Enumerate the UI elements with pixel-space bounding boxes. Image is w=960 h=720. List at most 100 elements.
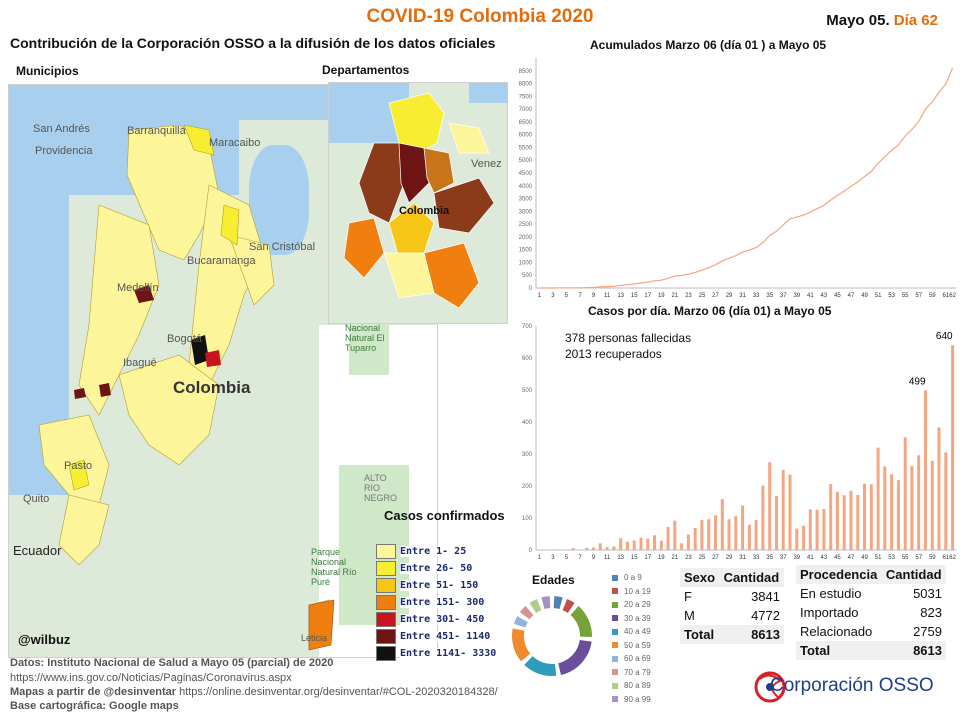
age-swatch xyxy=(612,588,618,595)
x-tick-label: 19 xyxy=(658,555,665,561)
bar xyxy=(917,455,921,550)
bar xyxy=(666,527,670,550)
bar xyxy=(876,447,880,550)
x-tick-label: 57 xyxy=(915,293,922,299)
bar xyxy=(896,480,900,550)
x-tick-label: 31 xyxy=(739,555,746,561)
bar xyxy=(822,509,826,550)
legend-swatch xyxy=(376,594,396,610)
legend-item: Entre 451- 1140 xyxy=(376,628,496,644)
x-tick-label: 23 xyxy=(685,293,692,299)
y-tick-label: 6500 xyxy=(519,120,533,126)
y-tick-label: 2000 xyxy=(519,235,533,241)
procedencia-header: Procedencia xyxy=(800,567,878,582)
x-tick-label: 19 xyxy=(658,293,665,299)
age-label: 50 a 59 xyxy=(624,640,651,650)
x-tick-label: 25 xyxy=(699,293,706,299)
table-row: M 4772 xyxy=(680,606,784,625)
x-tick-label: 13 xyxy=(617,555,624,561)
bar xyxy=(714,515,717,550)
bar xyxy=(612,546,616,550)
x-tick-label: 13 xyxy=(617,293,624,299)
y-tick-label: 5500 xyxy=(519,145,533,151)
legend-swatch xyxy=(376,560,396,576)
bar-label-499: 499 xyxy=(909,376,926,387)
bar xyxy=(883,466,887,550)
x-tick-label: 55 xyxy=(902,555,909,561)
label-bogota: Bogotá xyxy=(167,333,202,345)
age-label: 10 a 19 xyxy=(624,586,651,596)
bar xyxy=(754,519,758,550)
age-swatch xyxy=(612,615,618,622)
bar xyxy=(646,538,650,550)
sexo-f: F xyxy=(684,589,692,604)
bar xyxy=(951,345,955,550)
legend-swatch xyxy=(376,628,396,644)
bar xyxy=(639,537,643,550)
x-tick-label: 11 xyxy=(604,293,611,299)
x-tick-label: 29 xyxy=(726,293,733,299)
donut-slice xyxy=(541,596,551,610)
legend-label: Entre 301- 450 xyxy=(400,613,485,625)
bar xyxy=(869,484,873,550)
sexo-cantidad-header: Cantidad xyxy=(723,570,780,585)
author-credit: @wilbuz xyxy=(18,632,71,647)
legend-title: Casos confirmados xyxy=(384,508,505,523)
x-tick-label: 27 xyxy=(712,293,719,299)
legend-label: Entre 51- 150 xyxy=(400,579,479,591)
x-tick-label: 31 xyxy=(739,293,746,299)
age-legend-item: 40 a 49 xyxy=(612,625,651,639)
procedencia-table: Procedencia Cantidad En estudio 5031 Impor… xyxy=(796,565,946,660)
x-tick-label: 45 xyxy=(834,555,841,561)
label-ecuador: Ecuador xyxy=(13,543,62,558)
recuperados-annotation: 2013 recuperados xyxy=(565,347,662,361)
x-tick-label: 3 xyxy=(551,293,555,299)
sexo-header: Sexo xyxy=(684,570,716,585)
footer-ins-link[interactable]: https://www.ins.gov.co/Noticias/Paginas/… xyxy=(10,672,292,684)
y-tick-label: 6000 xyxy=(519,133,533,139)
legend-swatch xyxy=(376,645,396,661)
donut-slice xyxy=(570,606,592,638)
footer-data-source: Datos: Instituto Nacional de Salud a May… xyxy=(10,657,334,669)
series-line xyxy=(539,67,954,289)
y-tick-label: 1000 xyxy=(519,260,533,266)
bar xyxy=(707,519,711,550)
day-counter: Día 62 xyxy=(893,12,938,29)
legend: Entre 1- 25 Entre 26- 50 Entre 51- 150 Entr… xyxy=(376,543,497,662)
table-row: Relacionado 2759 xyxy=(796,622,946,641)
bar xyxy=(856,495,860,550)
table-row: Importado 823 xyxy=(796,603,946,622)
osso-logo-icon xyxy=(754,671,786,703)
label-alto-rio-negro: ALTO RIO NEGRO xyxy=(364,473,398,503)
x-tick-label: 9 xyxy=(592,293,596,299)
x-tick-label: 49 xyxy=(861,555,868,561)
y-tick-label: 4500 xyxy=(519,171,533,177)
label-rio-pure: Parque Nacional Natural Río Puré xyxy=(311,547,357,587)
bar xyxy=(788,474,792,550)
x-tick-label: 43 xyxy=(821,293,828,299)
bar xyxy=(571,548,575,550)
label-pasto: Pasto xyxy=(64,460,93,472)
x-tick-label: 11 xyxy=(604,555,611,561)
x-tick-label: 47 xyxy=(848,293,855,299)
y-tick-label: 500 xyxy=(522,273,533,279)
age-label: 0 a 9 xyxy=(624,573,642,583)
proc-total-value: 8613 xyxy=(881,641,946,660)
x-tick-label: 35 xyxy=(766,293,773,299)
y-tick-label: 8500 xyxy=(519,69,533,75)
legend-label: Entre 1141- 3330 xyxy=(400,647,497,659)
age-swatch xyxy=(612,601,618,608)
y-tick-label: 7500 xyxy=(519,94,533,100)
bar xyxy=(693,527,697,550)
bar xyxy=(802,525,806,550)
y-tick-label: 7000 xyxy=(519,107,533,113)
bar xyxy=(937,427,941,550)
x-tick-label: 15 xyxy=(631,293,638,299)
label-leticia: Leticia xyxy=(301,633,328,643)
x-tick-label: 27 xyxy=(712,555,719,561)
y-tick-label: 2500 xyxy=(519,222,533,228)
x-tick-label: 5 xyxy=(565,293,569,299)
page-title: COVID-19 Colombia 2020 xyxy=(366,6,594,27)
x-tick-label: 3 xyxy=(551,555,555,561)
footer-desinventar-link[interactable]: https://online.desinventar.org/desinvent… xyxy=(179,686,498,698)
